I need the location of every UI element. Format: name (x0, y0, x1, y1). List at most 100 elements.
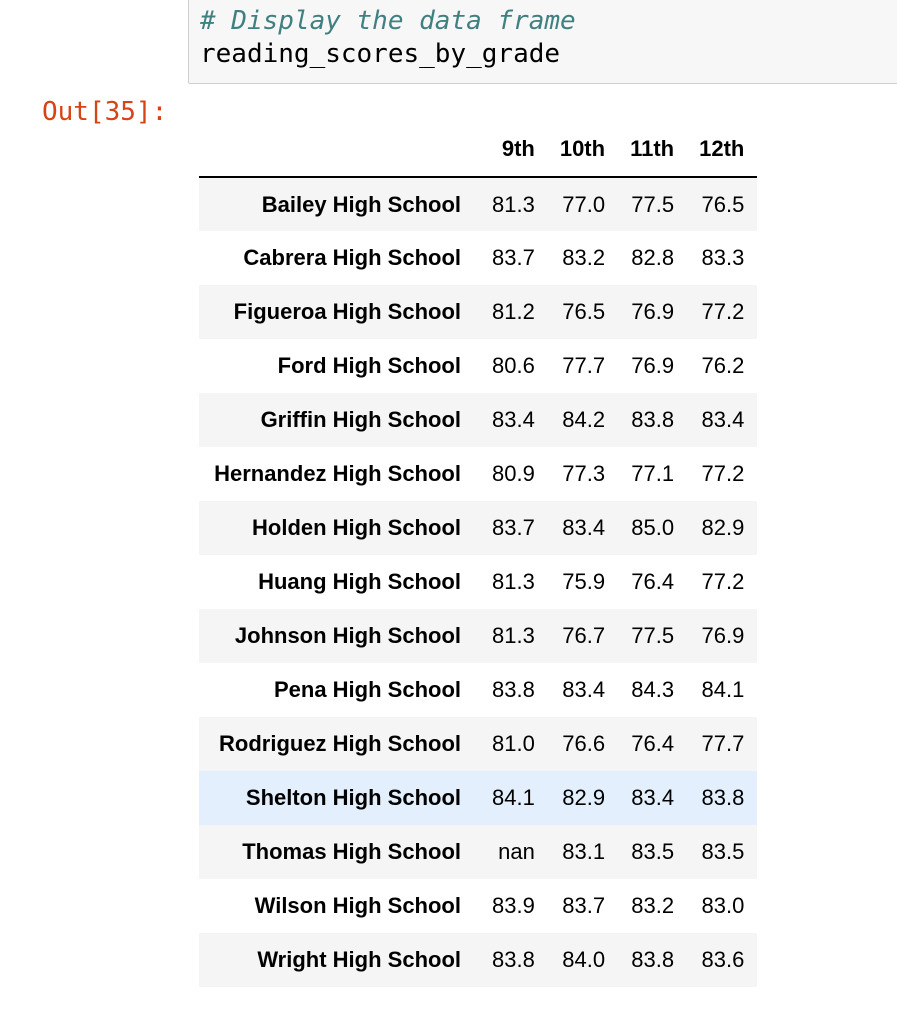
table-row: Bailey High School 81.3 77.0 77.5 76.5 (199, 177, 758, 231)
code-comment: # Display the data frame (200, 6, 576, 36)
table-cell: 84.1 (701, 677, 745, 702)
table-row: Holden High School 83.7 83.4 85.0 82.9 (199, 501, 758, 555)
table-header-row: 9th 10th 11th 12th (199, 121, 758, 178)
table-cell: 83.3 (701, 245, 745, 270)
code-expression: reading_scores_by_grade (200, 39, 561, 69)
row-index-label: Rodriguez High School (219, 731, 461, 756)
table-cell: 83.7 (492, 245, 535, 270)
table-cell: 83.0 (701, 893, 745, 918)
index-header-corner (199, 121, 480, 178)
table-row: Rodriguez High School 81.0 76.6 76.4 77.7 (199, 717, 758, 771)
table-cell: 83.5 (631, 839, 675, 864)
table-cell: 77.7 (701, 731, 745, 756)
table-cell: 81.3 (492, 191, 535, 217)
row-index-label: Wright High School (257, 947, 461, 972)
table-cell: 83.9 (492, 893, 535, 918)
row-index-label: Ford High School (277, 353, 461, 378)
table-cell: 83.8 (492, 677, 535, 702)
table-cell: 76.9 (631, 353, 675, 378)
table-body: Bailey High School 81.3 77.0 77.5 76.5 Cabrer… (199, 177, 758, 987)
table-row: Huang High School 81.3 75.9 76.4 77.2 (199, 555, 757, 609)
table-cell: 83.8 (492, 947, 535, 972)
column-header: 9th (480, 121, 548, 178)
table-row: Cabrera High School 83.7 83.2 82.8 83.3 (199, 231, 757, 285)
table-cell: 75.9 (562, 569, 606, 594)
table-cell: 83.4 (701, 407, 745, 432)
table-cell: 77.3 (562, 461, 606, 486)
table-cell: 81.0 (492, 731, 535, 756)
table-cell: 80.6 (492, 353, 535, 378)
table-cell: 83.5 (701, 839, 745, 864)
table-cell: 83.2 (631, 893, 675, 918)
table-cell: 83.6 (701, 947, 745, 972)
table-cell: 76.9 (701, 623, 745, 648)
row-index-label: Figueroa High School (233, 299, 461, 324)
table-cell: 76.7 (562, 623, 606, 648)
table-cell: 80.9 (492, 461, 535, 486)
table-cell: 77.5 (631, 191, 675, 217)
table-row: Wilson High School 83.9 83.7 83.2 83.0 (199, 879, 757, 933)
table-cell: 76.6 (562, 731, 606, 756)
table-row: Pena High School 83.8 83.4 84.3 84.1 (199, 663, 757, 717)
table-cell: 77.5 (631, 623, 675, 648)
table-cell: 77.2 (701, 299, 745, 324)
table-cell: 77.7 (562, 353, 606, 378)
table-cell: 82.9 (701, 515, 745, 540)
table-row: Thomas High School nan 83.1 83.5 83.5 (199, 825, 758, 879)
table-cell: 83.8 (631, 407, 675, 432)
table-cell: 77.2 (701, 461, 745, 486)
row-index-label: Hernandez High School (214, 461, 461, 486)
table-cell: 83.4 (562, 515, 606, 540)
table-cell: 83.4 (562, 677, 606, 702)
table-row: Griffin High School 83.4 84.2 83.8 83.4 (199, 393, 758, 447)
table-cell: 83.7 (492, 515, 535, 540)
row-index-label: Shelton High School (245, 785, 461, 810)
table-cell: 77.2 (701, 569, 745, 594)
row-index-label: Holden High School (252, 515, 461, 540)
row-index-label: Johnson High School (234, 623, 461, 648)
row-index-label: Thomas High School (242, 839, 461, 864)
table-row: Shelton High School 84.1 82.9 83.4 83.8 (199, 771, 758, 825)
table-cell: 83.4 (631, 785, 675, 810)
row-index-label: Wilson High School (254, 893, 461, 918)
table-cell: 76.5 (562, 299, 606, 324)
table-row: Wright High School 83.8 84.0 83.8 83.6 (199, 933, 758, 987)
table-cell: 76.2 (701, 353, 745, 378)
table-cell: nan (498, 839, 535, 864)
table-cell: 81.3 (492, 623, 535, 648)
table-cell: 84.2 (562, 407, 606, 432)
table-cell: 85.0 (631, 515, 675, 540)
table-row: Figueroa High School 81.2 76.5 76.9 77.2 (199, 285, 758, 339)
dataframe-table: 9th 10th 11th 12th Bailey High School 81.… (199, 121, 758, 987)
column-header: 12th (687, 121, 758, 178)
row-index-label: Bailey High School (261, 191, 461, 217)
table-cell: 76.5 (701, 191, 745, 217)
row-index-label: Cabrera High School (243, 245, 461, 270)
table-row: Hernandez High School 80.9 77.3 77.1 77.2 (199, 447, 757, 501)
table-cell: 77.0 (562, 191, 606, 217)
table-cell: 76.4 (631, 731, 675, 756)
table-cell: 76.4 (631, 569, 675, 594)
table-cell: 83.1 (562, 839, 606, 864)
column-header: 11th (618, 121, 688, 178)
table-cell: 83.7 (562, 893, 606, 918)
table-cell: 84.3 (631, 677, 675, 702)
table-cell: 84.1 (492, 785, 535, 810)
row-index-label: Huang High School (258, 569, 461, 594)
table-cell: 76.9 (631, 299, 675, 324)
table-cell: 83.2 (562, 245, 606, 270)
table-cell: 82.8 (631, 245, 675, 270)
table-cell: 84.0 (562, 947, 606, 972)
table-cell: 81.2 (492, 299, 535, 324)
table-cell: 81.3 (492, 569, 535, 594)
table-cell: 77.1 (631, 461, 675, 486)
table-cell: 83.8 (631, 947, 675, 972)
table-row: Johnson High School 81.3 76.7 77.5 76.9 (199, 609, 758, 663)
code-input-cell[interactable]: # Display the data frame reading_scores_… (188, 0, 897, 84)
table-cell: 83.4 (492, 407, 535, 432)
output-prompt: Out[35]: (42, 97, 168, 127)
table-cell: 83.8 (701, 785, 745, 810)
row-index-label: Pena High School (273, 677, 461, 702)
table-cell: 82.9 (562, 785, 606, 810)
table-row: Ford High School 80.6 77.7 76.9 76.2 (199, 339, 757, 393)
